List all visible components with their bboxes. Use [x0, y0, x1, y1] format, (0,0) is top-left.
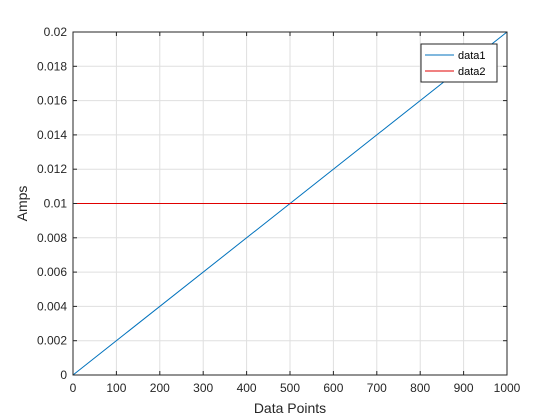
series-lines	[72, 31, 508, 376]
y-tick-label: 0.016	[37, 94, 67, 108]
y-tick-label: 0.012	[37, 162, 67, 176]
legend: data1 data2	[420, 43, 498, 83]
x-tick-label: 900	[454, 381, 474, 395]
x-tick-label: 500	[280, 381, 300, 395]
x-tick-label: 700	[367, 381, 387, 395]
x-tick-label: 600	[323, 381, 343, 395]
x-tick-label: 1000	[494, 381, 521, 395]
y-tick-label: 0.02	[44, 25, 68, 39]
y-tick-label: 0.002	[37, 334, 67, 348]
x-tick-label: 400	[237, 381, 257, 395]
legend-box	[420, 43, 498, 83]
x-tick-label: 300	[193, 381, 213, 395]
legend-label-data1: data1	[458, 50, 486, 62]
y-axis-label: Amps	[14, 186, 30, 222]
y-tick-label: 0.006	[37, 265, 67, 279]
x-tick-label: 800	[410, 381, 430, 395]
y-tick-label: 0.014	[37, 128, 67, 142]
y-axis-ticks: 0 0.002 0.004 0.006 0.008 0.01 0.012 0.014 0.016…	[37, 25, 507, 382]
legend-label-data2: data2	[458, 66, 486, 78]
y-tick-label: 0.018	[37, 59, 67, 73]
y-tick-label: 0	[60, 368, 67, 382]
y-tick-label: 0.004	[37, 299, 67, 313]
y-tick-label: 0.008	[37, 231, 67, 245]
x-tick-label: 100	[106, 381, 126, 395]
x-axis-ticks: 0 100 200 300 400 500 600 700 800 900 1000	[70, 32, 521, 395]
y-tick-label: 0.01	[44, 197, 68, 211]
x-tick-label: 200	[150, 381, 170, 395]
x-tick-label: 0	[70, 381, 77, 395]
x-axis-label: Data Points	[254, 400, 326, 416]
